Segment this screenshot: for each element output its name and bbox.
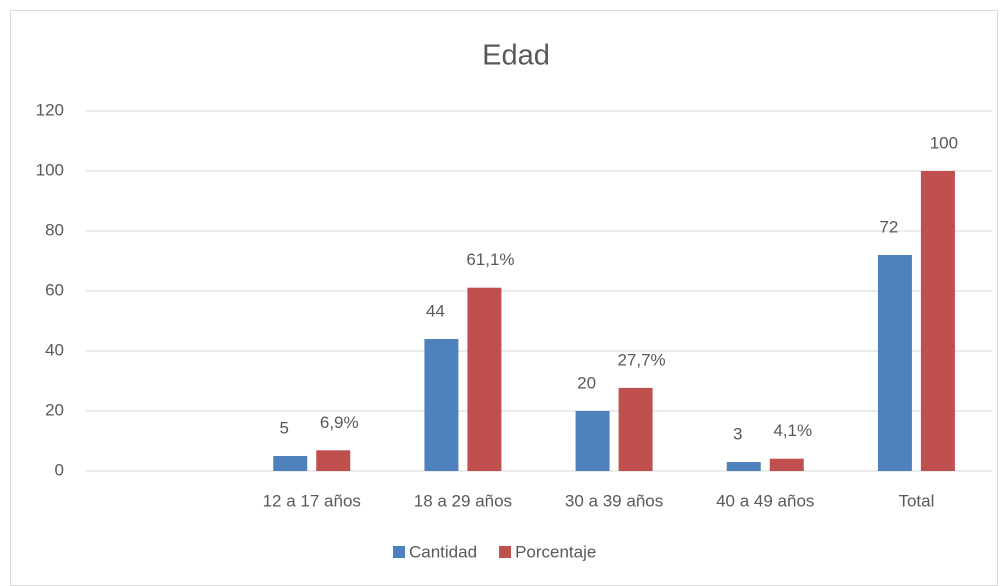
data-label: 3 (733, 424, 742, 443)
bar (273, 456, 308, 471)
bar (316, 450, 351, 471)
x-tick-label: 12 a 17 años (263, 491, 361, 510)
bar (618, 387, 653, 471)
bar (920, 171, 955, 471)
bar (877, 255, 912, 471)
bar (424, 339, 459, 471)
bar (575, 411, 610, 471)
data-label: 4,1% (773, 421, 812, 440)
data-label: 20 (577, 373, 596, 392)
data-label: 6,9% (320, 413, 359, 432)
x-tick-label: 30 a 39 años (565, 491, 663, 510)
legend-swatch (393, 546, 405, 558)
legend-swatch (499, 546, 512, 558)
data-label: 27,7% (617, 350, 665, 369)
y-tick-label: 40 (45, 340, 64, 359)
y-tick-label: 80 (45, 220, 64, 239)
x-tick-label: 40 a 49 años (716, 491, 814, 510)
legend-label: Porcentaje (515, 542, 596, 561)
bar (726, 462, 761, 471)
data-label: 100 (930, 133, 958, 152)
y-tick-label: 0 (55, 460, 64, 479)
x-tick-label: 18 a 29 años (414, 491, 512, 510)
data-label: 5 (280, 418, 289, 437)
chart-border (10, 10, 998, 586)
y-tick-label: 60 (45, 280, 64, 299)
y-tick-label: 120 (36, 100, 64, 119)
legend-label: Cantidad (409, 542, 477, 561)
chart-title: Edad (482, 40, 550, 72)
data-label: 72 (879, 217, 898, 236)
y-tick-label: 20 (45, 400, 64, 419)
x-tick-label: Total (898, 491, 934, 510)
bar (467, 287, 502, 471)
bar (769, 458, 804, 471)
data-label: 61,1% (466, 250, 514, 269)
data-label: 44 (426, 301, 445, 320)
y-tick-label: 100 (36, 160, 64, 179)
